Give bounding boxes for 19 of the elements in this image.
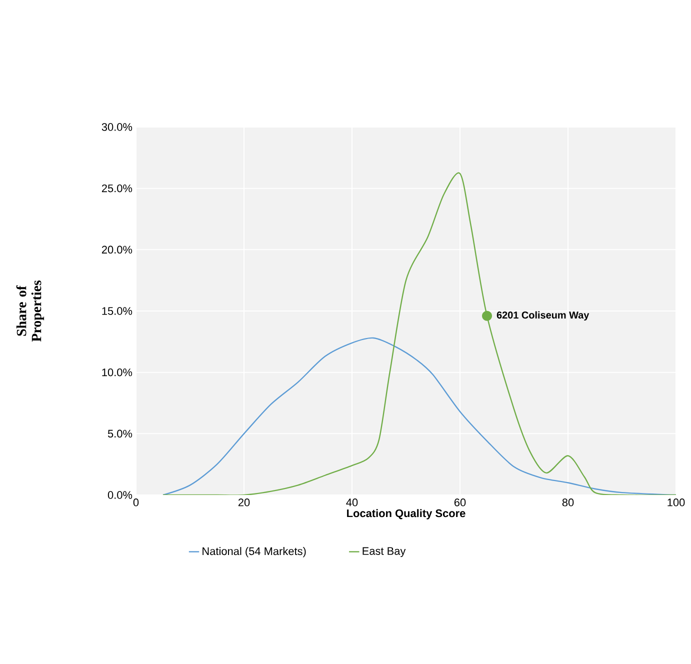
x-axis-title: Location Quality Score: [347, 509, 466, 520]
y-tick-label: 5.0%: [108, 430, 132, 438]
x-tick-label: 40: [346, 498, 358, 506]
y-tick-label: 10.0%: [102, 368, 132, 376]
annotation: 6201 Coliseum Way: [496, 311, 590, 321]
legend-label: National (54 Markets): [202, 547, 306, 558]
y-tick-label: 20.0%: [102, 246, 132, 254]
x-tick-label: 20: [238, 498, 250, 506]
y-axis-title: Share of Properties: [16, 280, 44, 342]
x-tick-label: 100: [668, 498, 685, 506]
y-tick-label: 30.0%: [102, 123, 132, 131]
line-series: [162, 173, 676, 495]
x-tick-label: 60: [454, 498, 466, 506]
y-tick-label: 0.0%: [108, 491, 132, 499]
y-tick-label: 15.0%: [102, 307, 132, 315]
x-tick-label: 0: [133, 498, 139, 506]
x-tick-label: 80: [562, 498, 574, 506]
y-tick-label: 25.0%: [102, 184, 132, 192]
legend-label: East Bay: [362, 547, 406, 558]
